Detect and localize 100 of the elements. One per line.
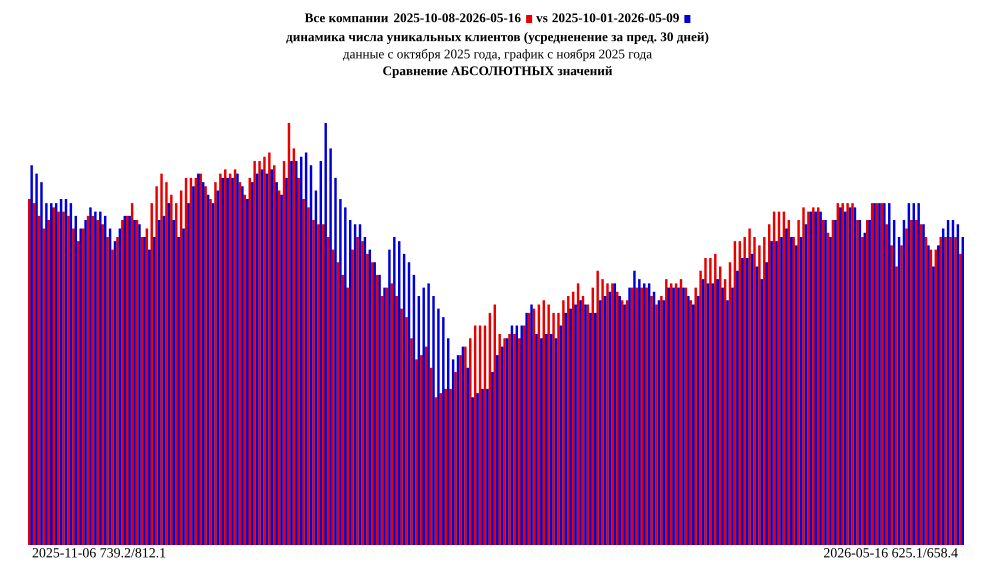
bar (222, 178, 224, 545)
bar (45, 203, 48, 545)
bar (540, 338, 543, 545)
bar (670, 283, 672, 545)
bar (861, 236, 864, 545)
bar (72, 228, 75, 545)
bar (307, 207, 310, 545)
bar (611, 283, 614, 545)
bar (312, 220, 315, 545)
bar (846, 203, 849, 545)
bar (829, 236, 832, 545)
bar (165, 182, 168, 545)
bar (317, 224, 320, 545)
bar (550, 334, 552, 545)
bar (57, 212, 60, 545)
bar (424, 346, 428, 545)
bar (322, 224, 324, 545)
bar (731, 288, 734, 545)
bar (50, 203, 53, 545)
bar (942, 228, 944, 545)
bar (927, 245, 930, 545)
bar (94, 212, 97, 545)
bar (128, 216, 131, 545)
bar (263, 156, 266, 545)
bar (302, 198, 305, 545)
legend-label: 2025-10-08-2026-05-16 (394, 13, 521, 22)
bar (180, 190, 182, 545)
bar (528, 312, 530, 545)
bar (814, 212, 817, 545)
bar (694, 288, 697, 545)
bar (454, 372, 457, 545)
bar (275, 182, 278, 545)
bar (280, 194, 283, 545)
bar (67, 216, 70, 545)
bar (314, 190, 318, 545)
bar (652, 292, 656, 545)
chart-title: Все компании (304, 14, 388, 22)
bar (253, 160, 256, 545)
bar (910, 220, 913, 545)
bar (854, 207, 856, 545)
bar (905, 228, 908, 545)
bar (616, 292, 619, 545)
bar (476, 393, 479, 545)
bar (62, 212, 65, 545)
bar (437, 308, 440, 545)
bar (449, 388, 452, 545)
bar (368, 250, 372, 545)
bar (415, 359, 418, 545)
bar (99, 212, 102, 545)
bar (342, 274, 344, 545)
bar (692, 304, 694, 545)
bar (459, 355, 462, 545)
bar (589, 312, 592, 545)
bar (398, 241, 400, 545)
bar (662, 300, 666, 545)
bar (238, 182, 242, 545)
bar (356, 236, 359, 545)
bar (258, 160, 261, 545)
bar (883, 203, 886, 545)
bar (618, 296, 621, 545)
bar (648, 283, 650, 545)
bar (390, 283, 394, 545)
bar (594, 312, 596, 545)
bar (756, 266, 758, 545)
bar (726, 300, 729, 545)
bar (32, 203, 36, 545)
bar (373, 262, 376, 545)
bar (959, 254, 962, 545)
bar (184, 178, 188, 545)
bar (234, 169, 236, 545)
bar (503, 338, 506, 545)
bar (914, 220, 918, 545)
bar (902, 220, 906, 545)
bar (917, 203, 920, 545)
bar (748, 228, 751, 545)
bar (121, 220, 124, 545)
bar (290, 160, 293, 545)
bar (834, 220, 837, 545)
bar (104, 216, 106, 545)
bar (510, 326, 514, 545)
bar (788, 220, 790, 545)
bar (498, 334, 501, 545)
bar (584, 304, 587, 545)
bar (496, 355, 498, 545)
bar (785, 228, 788, 545)
bar (204, 186, 207, 545)
bar (84, 220, 87, 545)
bar (177, 236, 180, 545)
bar (219, 174, 222, 545)
bar (864, 232, 866, 545)
bar (118, 228, 122, 545)
bar (832, 220, 834, 545)
bar (326, 236, 330, 545)
bar (836, 203, 840, 545)
bar (422, 288, 425, 545)
bar (86, 216, 90, 545)
bar (665, 279, 668, 545)
bar (478, 326, 482, 545)
bar (880, 203, 884, 545)
bar (393, 236, 396, 545)
